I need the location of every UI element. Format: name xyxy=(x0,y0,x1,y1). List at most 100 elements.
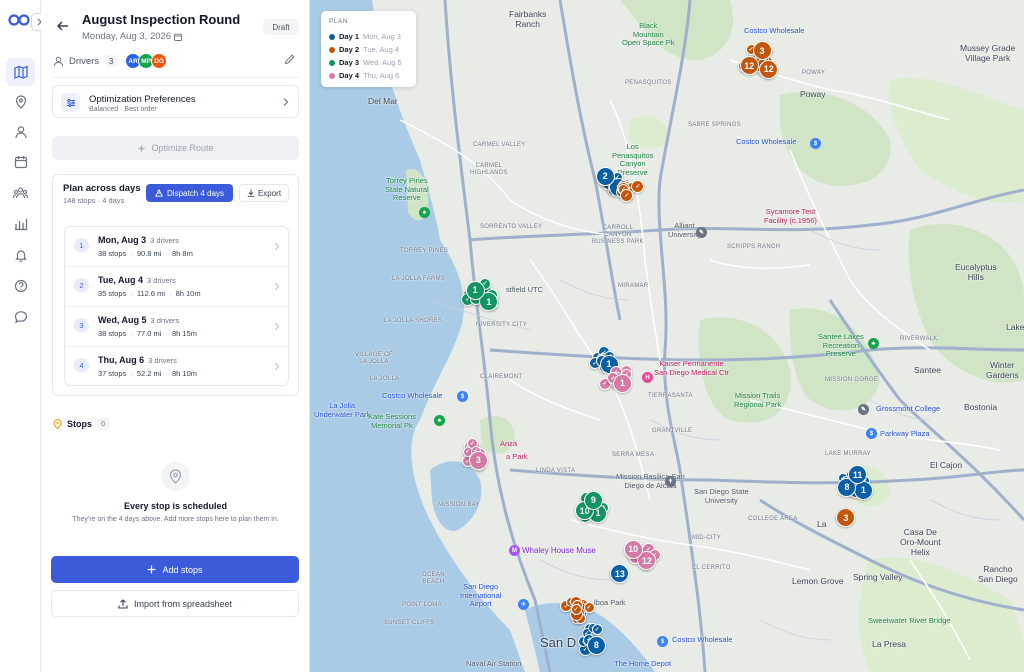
map-label: LINDA VISTA xyxy=(536,468,576,474)
map-label: LA JOLLA FARMS xyxy=(392,276,446,282)
shopping-poi-icon[interactable]: $ xyxy=(457,391,468,402)
park-poi-icon[interactable]: ♣ xyxy=(434,415,445,426)
map-label: Mission Trails Regional Park xyxy=(734,391,782,409)
export-button[interactable]: Export xyxy=(239,184,289,202)
route-sequence-marker[interactable]: 12 xyxy=(739,56,759,76)
map-label: Torrey Pines State Natural Reserve xyxy=(385,176,429,203)
route-sequence-marker[interactable]: 3 xyxy=(836,508,856,528)
map-label: POINT LOMA xyxy=(402,602,442,608)
route-sequence-marker[interactable]: 12 xyxy=(637,551,657,571)
rail-help-button[interactable] xyxy=(6,272,35,300)
route-sequence-marker[interactable]: 12 xyxy=(759,59,779,79)
route-sequence-marker[interactable]: 9 xyxy=(583,490,603,510)
park-poi-icon[interactable]: ♣ xyxy=(419,207,430,218)
map-label: Kaiser Permanente San Diego Medical Ctr xyxy=(654,359,730,377)
edit-pencil-icon[interactable] xyxy=(284,54,295,65)
map-label: Parkway Plaza xyxy=(880,429,930,438)
drivers-count: 3 xyxy=(105,55,118,67)
map-label: Del Mar xyxy=(368,96,398,106)
legend-date: Wed, Aug 5 xyxy=(363,58,402,67)
museum-poi-icon[interactable]: M xyxy=(509,545,520,556)
dispatch-days-button[interactable]: Dispatch 4 days xyxy=(146,184,233,202)
route-date[interactable]: Monday, Aug 3, 2026 xyxy=(82,31,183,42)
app-logo-icon[interactable] xyxy=(8,13,30,27)
rail-people-button[interactable] xyxy=(6,118,35,146)
stop-marker[interactable]: ✓ xyxy=(631,179,645,193)
optimize-route-button[interactable]: Optimize Route xyxy=(52,136,299,160)
route-sequence-marker[interactable]: 3 xyxy=(468,450,488,470)
shopping-poi-icon[interactable]: $ xyxy=(866,428,877,439)
stop-marker[interactable]: ✓ xyxy=(583,602,595,614)
legend-item-day-3[interactable]: Day 3 Wed, Aug 5 xyxy=(329,58,402,67)
map-label: Anza xyxy=(500,439,518,448)
bell-icon xyxy=(14,250,27,262)
send-icon xyxy=(155,189,163,197)
legend-item-day-4[interactable]: Day 4 Thu, Aug 6 xyxy=(329,71,399,80)
map-label: MIRAMAR xyxy=(618,283,649,289)
shopping-poi-icon[interactable]: $ xyxy=(657,636,668,647)
landmark-poi-icon[interactable]: ✝ xyxy=(665,476,676,487)
stops-label: Stops xyxy=(67,419,93,429)
rail-locations-button[interactable] xyxy=(6,88,35,116)
school-poi-icon[interactable]: ✎ xyxy=(696,227,707,238)
route-sequence-marker[interactable]: 1 xyxy=(479,292,499,312)
rail-team-button[interactable] xyxy=(6,179,35,207)
rail-reports-button[interactable] xyxy=(6,210,35,238)
avatar[interactable]: MP xyxy=(138,53,155,69)
legend-item-day-1[interactable]: Day 1 Mon, Aug 3 xyxy=(329,32,401,41)
calendar-icon xyxy=(14,156,27,169)
person-icon xyxy=(14,126,27,139)
team-icon xyxy=(13,187,28,199)
route-sequence-marker[interactable]: 1 xyxy=(465,280,485,300)
school-poi-icon[interactable]: ✎ xyxy=(858,404,869,415)
rail-calendar-button[interactable] xyxy=(6,148,35,176)
legend-dot xyxy=(329,46,335,53)
legend-item-day-2[interactable]: Day 2 Tue, Aug 4 xyxy=(329,45,399,54)
route-sequence-marker[interactable]: 11 xyxy=(848,465,868,485)
route-date-text: Monday, Aug 3, 2026 xyxy=(82,31,172,42)
map-label: CARMEL VALLEY xyxy=(473,142,526,148)
legend-label: Day 4 xyxy=(339,71,360,80)
rail-notifications-button[interactable] xyxy=(6,241,35,269)
map-label: Kate Sessions Memorial Pk xyxy=(368,412,416,430)
route-sequence-marker[interactable]: 1 xyxy=(612,373,632,393)
stop-marker[interactable]: ✓ xyxy=(591,624,603,636)
park-poi-icon[interactable]: ♣ xyxy=(868,338,879,349)
shopping-poi-icon[interactable]: $ xyxy=(810,138,821,149)
optimization-subtitle: Balanced · Best order xyxy=(89,106,157,113)
stop-marker[interactable]: ✓ xyxy=(570,604,582,616)
route-sequence-marker[interactable]: 13 xyxy=(610,564,630,584)
avatar[interactable]: DO xyxy=(151,53,168,69)
optimization-preferences-card[interactable]: Optimization Preferences Balanced · Best… xyxy=(52,85,299,118)
route-sequence-marker[interactable]: 2 xyxy=(595,166,615,186)
legend-date: Mon, Aug 3 xyxy=(363,32,401,41)
stop-marker[interactable]: ✓ xyxy=(620,189,634,203)
rail-chat-button[interactable] xyxy=(6,303,35,331)
airport-poi-icon[interactable]: ✈ xyxy=(518,599,529,610)
sliders-icon xyxy=(61,93,80,112)
hospital-poi-icon[interactable]: H xyxy=(642,372,653,383)
map-label: La Jolla Underwater Park xyxy=(314,401,371,419)
route-sequence-marker[interactable]: 3 xyxy=(752,41,772,61)
map-label: Eucalyptus Hills xyxy=(955,262,997,282)
stops-header: Stops 0 xyxy=(53,418,110,430)
rail-map-button[interactable] xyxy=(6,58,35,86)
stops-count: 0 xyxy=(97,418,110,430)
export-label: Export xyxy=(257,188,282,198)
route-sequence-marker[interactable]: 8 xyxy=(586,635,606,655)
drivers-row[interactable]: Drivers 3 AR MP DO xyxy=(53,52,299,70)
route-sequence-marker[interactable]: 10 xyxy=(623,539,643,559)
route-map[interactable]: Fairbanks Ranch Black Mountain Open Spac… xyxy=(310,0,1024,672)
import-spreadsheet-button[interactable]: Import from spreadsheet xyxy=(51,590,299,617)
map-label: SORRENTO VALLEY xyxy=(480,224,543,230)
back-arrow-icon[interactable] xyxy=(55,18,71,34)
add-stops-button[interactable]: Add stops xyxy=(51,556,299,583)
day-metrics: 38 stops · 77.0 mi · 8h 15m xyxy=(98,329,197,338)
plan-subtitle: 148 stops · 4 days xyxy=(63,196,125,205)
